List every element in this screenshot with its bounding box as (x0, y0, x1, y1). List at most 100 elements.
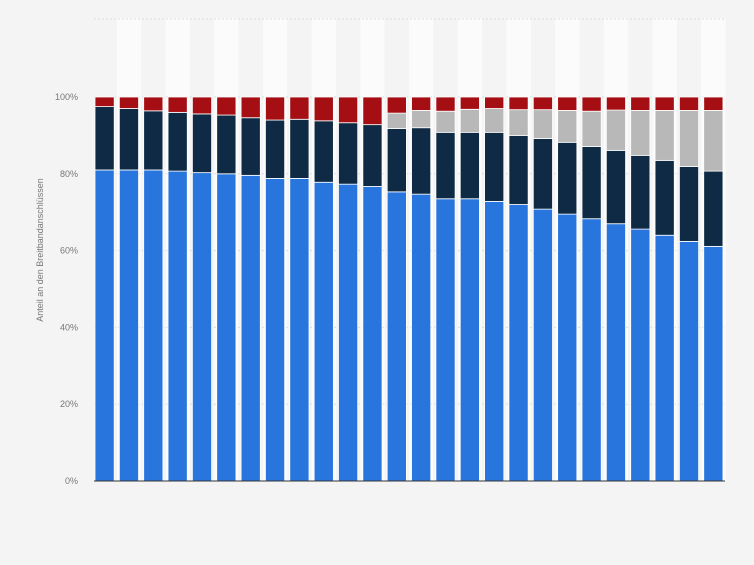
bar-segment-series-2[interactable] (265, 119, 286, 179)
bar-segment-series-3[interactable] (605, 109, 626, 151)
bar-segment-series-2[interactable] (118, 108, 139, 171)
bar-segment-series-2[interactable] (167, 111, 188, 172)
bar-segment-series-2[interactable] (532, 138, 553, 210)
bar-segment-series-3[interactable] (703, 110, 724, 172)
bar-segment-series-3[interactable] (654, 110, 675, 161)
bar-segment-series-4[interactable] (167, 96, 188, 113)
bar-segment-series-2[interactable] (557, 141, 578, 215)
bar-segment-series-1[interactable] (362, 186, 383, 482)
bar-segment-series-2[interactable] (508, 134, 529, 205)
bar-segment-series-1[interactable] (679, 240, 700, 482)
y-axis-label: Anteil an den Breitbandanschlüssen (35, 178, 45, 322)
bar-segment-series-1[interactable] (338, 183, 359, 482)
bar-segment-series-4[interactable] (118, 96, 139, 109)
bar-segment-series-4[interactable] (289, 96, 310, 120)
bar-segment-series-2[interactable] (654, 159, 675, 236)
bar-segment-series-1[interactable] (630, 228, 651, 482)
bar-segment-series-2[interactable] (313, 120, 334, 183)
bar-segment-series-4[interactable] (703, 96, 724, 111)
bar-segment-series-4[interactable] (143, 96, 164, 112)
bar-segment-series-4[interactable] (338, 96, 359, 124)
bar-segment-series-1[interactable] (386, 191, 407, 482)
bar-segment-series-4[interactable] (532, 96, 553, 111)
bar-segment-series-2[interactable] (143, 110, 164, 171)
bar-segment-series-2[interactable] (630, 154, 651, 230)
bar-segment-series-4[interactable] (362, 96, 383, 126)
bar-segment-series-2[interactable] (216, 114, 237, 175)
bar-segment-series-3[interactable] (386, 112, 407, 129)
bar-segment-series-4[interactable] (265, 96, 286, 121)
bar-segment-series-4[interactable] (605, 96, 626, 111)
bar-segment-series-2[interactable] (435, 131, 456, 200)
y-tick-label: 40% (60, 322, 78, 332)
bar-segment-series-4[interactable] (654, 96, 675, 111)
bar-segment-series-1[interactable] (654, 234, 675, 482)
bar-segment-series-2[interactable] (459, 131, 480, 200)
bar-segment-series-1[interactable] (240, 174, 261, 482)
bar-segment-series-4[interactable] (459, 96, 480, 110)
bar-segment-series-3[interactable] (435, 110, 456, 133)
bar-segment-series-3[interactable] (459, 108, 480, 133)
bars (94, 96, 724, 482)
bar-segment-series-2[interactable] (94, 106, 115, 171)
bar-segment-series-1[interactable] (94, 169, 115, 482)
bar-segment-series-1[interactable] (703, 245, 724, 482)
bar-segment-series-3[interactable] (532, 109, 553, 139)
bar-segment-series-4[interactable] (679, 96, 700, 111)
bar-segment-series-2[interactable] (703, 170, 724, 247)
bar-segment-series-3[interactable] (581, 110, 602, 147)
bar-segment-series-2[interactable] (386, 128, 407, 193)
bar-segment-series-3[interactable] (484, 108, 505, 133)
bar-segment-series-2[interactable] (484, 131, 505, 202)
bar-segment-series-2[interactable] (362, 124, 383, 187)
bar-segment-series-1[interactable] (557, 213, 578, 482)
bar-segment-series-3[interactable] (508, 109, 529, 136)
bar-segment-series-2[interactable] (338, 122, 359, 185)
y-tick-label: 100% (55, 92, 78, 102)
bar-segment-series-1[interactable] (532, 208, 553, 482)
bar-segment-series-4[interactable] (216, 96, 237, 116)
bar-segment-series-3[interactable] (679, 110, 700, 167)
y-tick-labels: 0% 20% 40% 60% 80% 100% (55, 92, 78, 486)
bar-segment-series-1[interactable] (605, 223, 626, 482)
bar-segment-series-1[interactable] (191, 172, 212, 482)
bar-segment-series-1[interactable] (484, 201, 505, 482)
bar-segment-series-1[interactable] (143, 169, 164, 482)
bar-segment-series-2[interactable] (289, 118, 310, 179)
bar-segment-series-2[interactable] (581, 146, 602, 220)
bar-segment-series-1[interactable] (265, 178, 286, 482)
y-tick-label: 60% (60, 246, 78, 256)
bar-segment-series-4[interactable] (313, 96, 334, 122)
bar-segment-series-1[interactable] (313, 181, 334, 482)
bar-segment-series-3[interactable] (630, 110, 651, 156)
bar-segment-series-4[interactable] (386, 96, 407, 114)
bar-segment-series-1[interactable] (289, 178, 310, 482)
bar-segment-series-4[interactable] (191, 96, 212, 115)
bar-segment-series-4[interactable] (411, 96, 432, 111)
bar-segment-series-1[interactable] (435, 198, 456, 482)
bar-segment-series-1[interactable] (118, 169, 139, 482)
bar-segment-series-4[interactable] (94, 96, 115, 108)
bar-segment-series-1[interactable] (167, 170, 188, 482)
bar-segment-series-1[interactable] (459, 198, 480, 482)
bar-segment-series-4[interactable] (508, 96, 529, 111)
bar-segment-series-4[interactable] (557, 96, 578, 111)
bar-segment-series-2[interactable] (411, 127, 432, 195)
bar-segment-series-1[interactable] (411, 193, 432, 482)
bar-segment-series-2[interactable] (240, 117, 261, 176)
bar-segment-series-3[interactable] (557, 110, 578, 143)
bar-segment-series-2[interactable] (605, 149, 626, 225)
y-tick-label: 0% (65, 476, 78, 486)
bar-segment-series-1[interactable] (216, 173, 237, 482)
bar-segment-series-4[interactable] (630, 96, 651, 111)
bar-segment-series-4[interactable] (484, 96, 505, 109)
bar-segment-series-4[interactable] (435, 96, 456, 112)
bar-segment-series-2[interactable] (191, 113, 212, 174)
bar-segment-series-3[interactable] (411, 110, 432, 129)
bar-segment-series-4[interactable] (581, 96, 602, 112)
bar-segment-series-1[interactable] (581, 218, 602, 482)
bar-segment-series-4[interactable] (240, 96, 261, 119)
bar-segment-series-2[interactable] (679, 166, 700, 242)
bar-segment-series-1[interactable] (508, 204, 529, 482)
